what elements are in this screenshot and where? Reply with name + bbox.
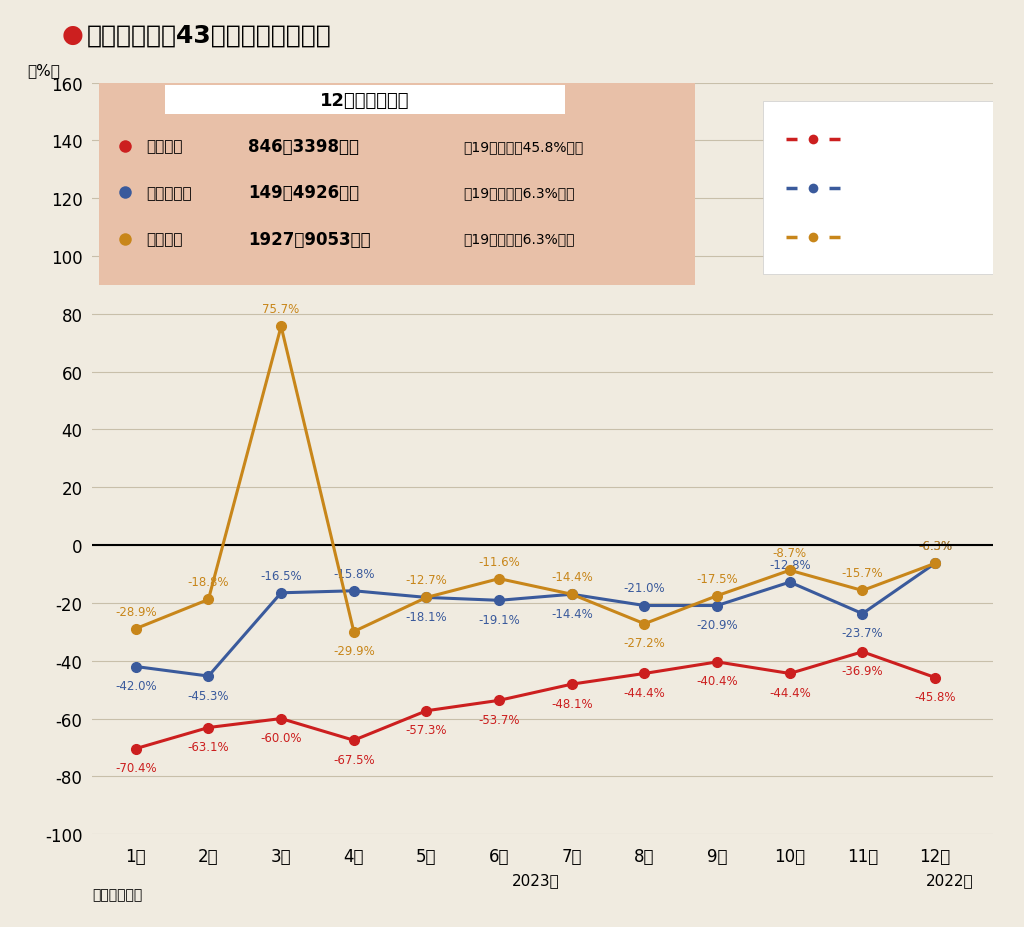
Text: 外国人旅行: 外国人旅行 — [849, 181, 895, 196]
Text: -11.6%: -11.6% — [478, 555, 520, 568]
Text: -18.8%: -18.8% — [187, 576, 229, 589]
Text: -15.8%: -15.8% — [333, 567, 375, 580]
Text: -27.2%: -27.2% — [624, 637, 666, 650]
Text: -16.5%: -16.5% — [260, 569, 302, 582]
Text: （19年同月比6.3%減）: （19年同月比6.3%減） — [463, 233, 574, 247]
Text: -18.1%: -18.1% — [406, 610, 447, 623]
Text: -57.3%: -57.3% — [406, 723, 447, 736]
Text: 12月の総取扱額: 12月の総取扱額 — [319, 92, 410, 109]
Text: -19.1%: -19.1% — [478, 613, 520, 626]
Text: -6.3%: -6.3% — [919, 540, 952, 552]
Text: -42.0%: -42.0% — [115, 679, 157, 692]
Text: 海外旅行: 海外旅行 — [849, 133, 886, 147]
Text: 149億4926万円: 149億4926万円 — [249, 184, 359, 202]
Text: -28.9%: -28.9% — [115, 605, 157, 618]
Text: -8.7%: -8.7% — [773, 547, 807, 560]
Text: 資料：観光庁: 資料：観光庁 — [92, 887, 142, 901]
Text: 国内旅行: 国内旅行 — [146, 232, 183, 247]
Text: -14.4%: -14.4% — [551, 607, 593, 620]
Text: -6.3%: -6.3% — [919, 540, 952, 552]
Text: -14.4%: -14.4% — [551, 570, 593, 583]
Text: -17.5%: -17.5% — [696, 572, 738, 585]
Text: 国内旅行: 国内旅行 — [849, 230, 886, 245]
Text: 2023年: 2023年 — [512, 871, 559, 887]
Text: -29.9%: -29.9% — [333, 644, 375, 657]
Text: -45.8%: -45.8% — [914, 691, 955, 704]
FancyBboxPatch shape — [764, 102, 993, 275]
Text: 846億3398万円: 846億3398万円 — [249, 138, 359, 156]
Text: -15.7%: -15.7% — [842, 566, 884, 579]
Text: -23.7%: -23.7% — [842, 627, 884, 640]
Text: 外国人旅行: 外国人旅行 — [146, 185, 193, 200]
Text: （%）: （%） — [27, 63, 59, 78]
Text: -67.5%: -67.5% — [333, 753, 375, 766]
Text: ●: ● — [61, 23, 83, 47]
FancyBboxPatch shape — [165, 86, 564, 115]
Text: 1927億9053万円: 1927億9053万円 — [249, 231, 371, 248]
Text: -40.4%: -40.4% — [696, 675, 738, 688]
Text: 2022年: 2022年 — [926, 871, 974, 887]
Text: （19年同月比45.8%減）: （19年同月比45.8%減） — [463, 140, 583, 154]
Text: 75.7%: 75.7% — [262, 303, 300, 316]
Text: -44.4%: -44.4% — [624, 686, 666, 699]
Text: 主要旅行業者43社の分野別取扱額: 主要旅行業者43社の分野別取扱額 — [87, 23, 332, 47]
Text: -36.9%: -36.9% — [842, 665, 884, 678]
Text: 海外旅行: 海外旅行 — [146, 139, 183, 155]
Text: -53.7%: -53.7% — [478, 713, 520, 726]
FancyBboxPatch shape — [99, 78, 695, 286]
Text: （19年同月比6.3%減）: （19年同月比6.3%減） — [463, 186, 574, 200]
Text: -12.7%: -12.7% — [406, 574, 447, 587]
Text: -70.4%: -70.4% — [115, 761, 157, 774]
Text: -60.0%: -60.0% — [260, 731, 302, 744]
Text: -12.8%: -12.8% — [769, 558, 811, 571]
Text: -21.0%: -21.0% — [624, 582, 666, 595]
Text: -44.4%: -44.4% — [769, 686, 811, 699]
Text: -48.1%: -48.1% — [551, 697, 593, 710]
Text: -45.3%: -45.3% — [187, 689, 229, 702]
Text: -20.9%: -20.9% — [696, 618, 738, 631]
Text: -63.1%: -63.1% — [187, 741, 229, 754]
